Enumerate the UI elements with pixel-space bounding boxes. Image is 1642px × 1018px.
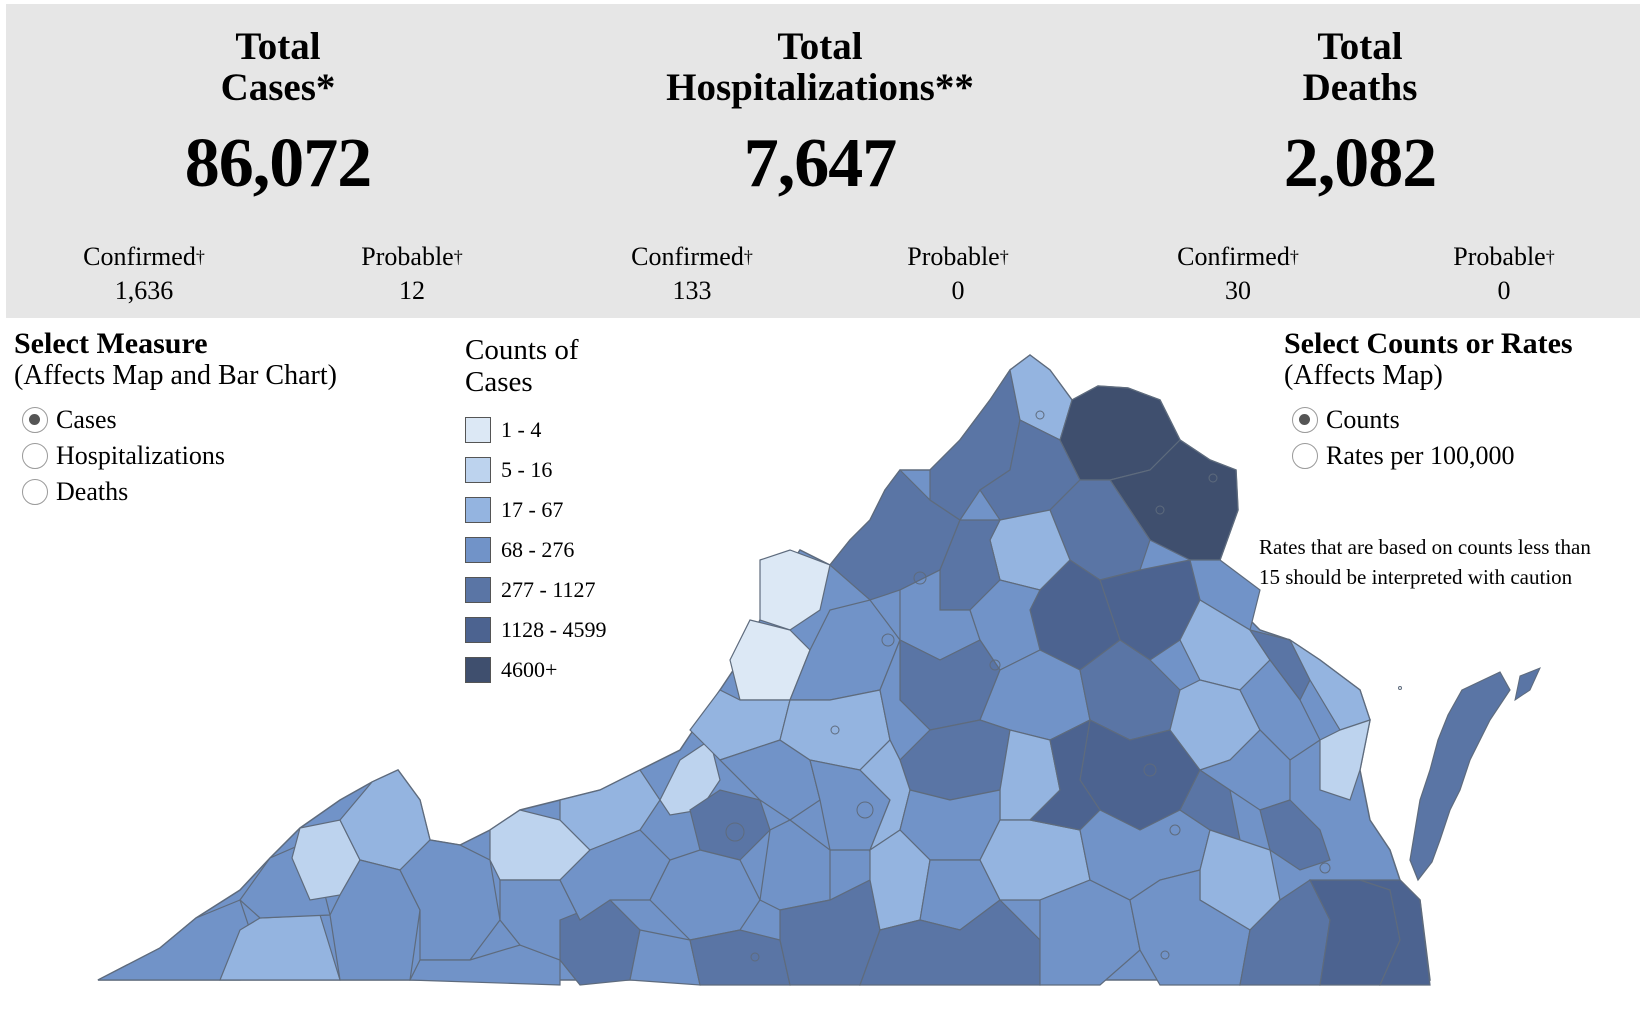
- cases-confirmed-value: 1,636: [114, 276, 174, 305]
- measure-option-hospitalizations[interactable]: Hospitalizations: [22, 438, 337, 474]
- measure-option-label: Deaths: [56, 477, 129, 506]
- county[interactable]: [1179, 769, 1241, 841]
- legend-label: 17 - 67: [501, 497, 564, 522]
- measure-options: Cases Hospitalizations Deaths: [22, 402, 337, 510]
- county-layer: [97, 354, 1431, 986]
- select-counts-rates-control: Select Counts or Rates (Affects Map) Cou…: [1284, 328, 1573, 474]
- select-measure-title: Select Measure: [14, 327, 208, 360]
- deaths-probable: Probable† 0: [1374, 240, 1634, 308]
- deaths-probable-value: 0: [1497, 276, 1511, 305]
- county[interactable]: [559, 829, 671, 921]
- legend-label: 4600+: [501, 657, 558, 682]
- deaths-probable-label: Probable: [1453, 242, 1546, 271]
- counts-rates-options: Counts Rates per 100,000: [1292, 402, 1573, 474]
- county[interactable]: [689, 929, 791, 986]
- legend-item: 1 - 4: [465, 410, 607, 450]
- total-cases-value: 86,072: [184, 125, 373, 202]
- legend-item: 17 - 67: [465, 490, 607, 530]
- legend-title: Counts of Cases: [465, 334, 579, 398]
- legend-swatch: [465, 657, 491, 683]
- legend-label: 277 - 1127: [501, 577, 596, 602]
- legend-item: 277 - 1127: [465, 570, 607, 610]
- dagger-mark: †: [743, 247, 753, 267]
- legend-label: 68 - 276: [501, 537, 575, 562]
- radio-button[interactable]: [1292, 443, 1318, 469]
- dagger-mark: †: [195, 247, 205, 267]
- cases-probable-value: 12: [399, 276, 425, 305]
- option-rates-per-100000[interactable]: Rates per 100,000: [1292, 438, 1573, 474]
- legend-item: 4600+: [465, 650, 607, 690]
- summary-panel: Total Cases* 86,072 Total Hospitalizatio…: [6, 4, 1640, 318]
- cases-confirmed-label: Confirmed: [83, 242, 196, 271]
- hospitalizations-confirmed: Confirmed† 133: [562, 240, 822, 308]
- legend-item: 1128 - 4599: [465, 610, 607, 650]
- deaths-confirmed-value: 30: [1225, 276, 1251, 305]
- total-hospitalizations-value: 7,647: [743, 125, 898, 202]
- dagger-mark: †: [999, 247, 1009, 267]
- legend-label: 1128 - 4599: [501, 617, 607, 642]
- county-eastern-shore[interactable]: [1409, 671, 1511, 882]
- total-cases-block: Total Cases* 86,072: [4, 26, 552, 202]
- total-hospitalizations-title: Total Hospitalizations**: [666, 25, 974, 109]
- total-cases-title: Total Cases*: [220, 25, 336, 109]
- select-measure-control: Select Measure (Affects Map and Bar Char…: [14, 328, 337, 510]
- legend-swatch: [465, 537, 491, 563]
- dagger-mark: †: [1289, 247, 1299, 267]
- dagger-mark: †: [453, 247, 463, 267]
- select-counts-rates-subtitle: (Affects Map): [1284, 360, 1443, 391]
- legend-item: 5 - 16: [465, 450, 607, 490]
- measure-option-deaths[interactable]: Deaths: [22, 474, 337, 510]
- counts-rates-option-label: Rates per 100,000: [1326, 441, 1515, 470]
- counts-rates-option-label: Counts: [1326, 405, 1400, 434]
- option-counts[interactable]: Counts: [1292, 402, 1573, 438]
- legend-item: 68 - 276: [465, 530, 607, 570]
- county[interactable]: [1359, 879, 1431, 986]
- dagger-mark: †: [1545, 247, 1555, 267]
- measure-option-cases[interactable]: Cases: [22, 402, 337, 438]
- hospitalizations-confirmed-value: 133: [672, 276, 712, 305]
- legend-swatch: [465, 457, 491, 483]
- radio-button-selected[interactable]: [22, 407, 48, 433]
- radio-button-selected[interactable]: [1292, 407, 1318, 433]
- total-deaths-block: Total Deaths 2,082: [1086, 26, 1634, 202]
- total-deaths-value: 2,082: [1283, 125, 1438, 202]
- measure-option-label: Cases: [56, 405, 117, 434]
- city-boundaries: [725, 410, 1402, 962]
- hospitalizations-confirmed-label: Confirmed: [631, 242, 744, 271]
- radio-button[interactable]: [22, 443, 48, 469]
- county[interactable]: [659, 739, 721, 816]
- cases-probable-label: Probable: [361, 242, 454, 271]
- select-measure-subtitle: (Affects Map and Bar Chart): [14, 360, 337, 391]
- legend-label: 5 - 16: [501, 457, 553, 482]
- county[interactable]: [759, 549, 831, 631]
- hospitalizations-probable-value: 0: [951, 276, 965, 305]
- county[interactable]: [859, 899, 1041, 986]
- total-deaths-title: Total Deaths: [1302, 25, 1418, 109]
- rates-caution-note: Rates that are based on counts less than…: [1259, 535, 1591, 589]
- legend-swatch: [465, 417, 491, 443]
- map-legend: Counts of Cases 1 - 4 5 - 16 17 - 67 68 …: [465, 334, 607, 690]
- legend-label: 1 - 4: [501, 417, 542, 442]
- cases-probable: Probable† 12: [282, 240, 542, 308]
- deaths-confirmed: Confirmed† 30: [1108, 240, 1368, 308]
- hospitalizations-probable: Probable† 0: [828, 240, 1088, 308]
- county[interactable]: [1319, 719, 1371, 801]
- measure-option-label: Hospitalizations: [56, 441, 225, 470]
- deaths-confirmed-label: Confirmed: [1177, 242, 1290, 271]
- total-hospitalizations-block: Total Hospitalizations** 7,647: [546, 26, 1094, 202]
- cases-confirmed: Confirmed† 1,636: [14, 240, 274, 308]
- legend-swatch: [465, 497, 491, 523]
- legend-swatch: [465, 577, 491, 603]
- legend-swatch: [465, 617, 491, 643]
- radio-button[interactable]: [22, 479, 48, 505]
- county[interactable]: [1248, 629, 1311, 702]
- select-counts-rates-title: Select Counts or Rates: [1284, 327, 1573, 360]
- county[interactable]: [559, 769, 661, 851]
- legend-items: 1 - 4 5 - 16 17 - 67 68 - 276 277 - 1127…: [465, 410, 607, 690]
- hospitalizations-probable-label: Probable: [907, 242, 1000, 271]
- county[interactable]: [1189, 559, 1261, 631]
- island: [1514, 667, 1541, 702]
